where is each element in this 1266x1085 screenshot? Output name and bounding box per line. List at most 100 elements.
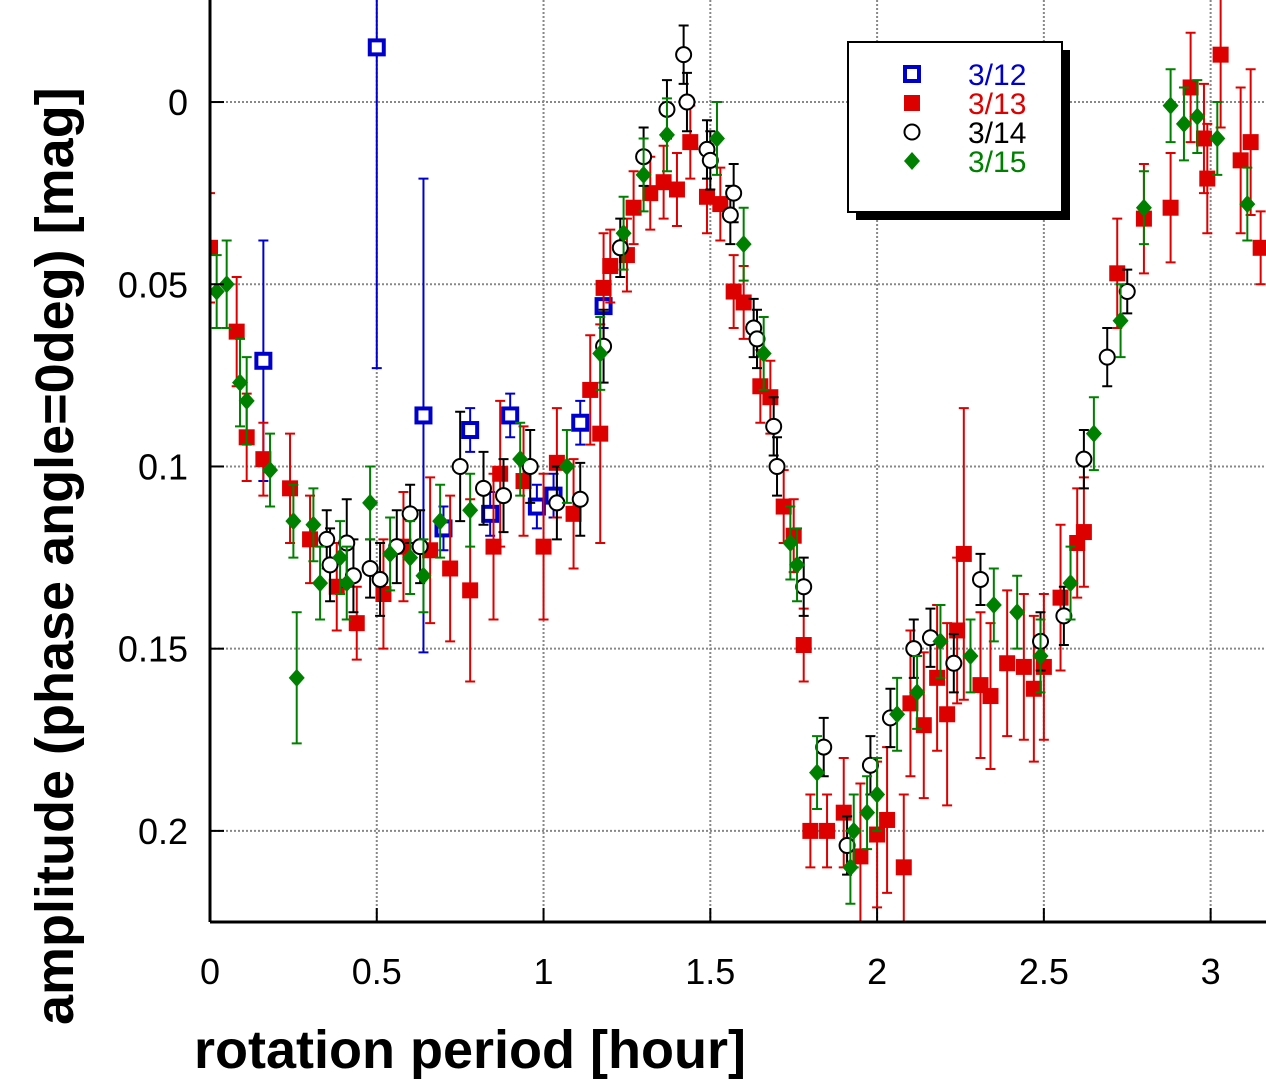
x-tick-label: 3	[1201, 951, 1221, 992]
point	[635, 165, 652, 184]
point	[835, 804, 852, 821]
point	[903, 123, 921, 141]
point	[332, 548, 349, 567]
y-tick-label: 0.15	[118, 629, 188, 670]
point	[1009, 603, 1026, 622]
point	[725, 184, 743, 202]
point	[904, 95, 920, 111]
point	[1015, 658, 1032, 675]
point	[955, 545, 972, 562]
point	[288, 668, 305, 687]
point	[909, 683, 926, 702]
point	[682, 134, 699, 151]
point	[218, 275, 235, 294]
point	[401, 505, 419, 523]
point	[210, 239, 218, 256]
point	[571, 490, 589, 508]
point	[371, 570, 389, 588]
point	[255, 451, 272, 468]
point	[748, 330, 766, 348]
point	[442, 560, 459, 577]
point	[262, 461, 279, 480]
point	[1162, 199, 1179, 216]
point	[795, 637, 812, 654]
point	[492, 465, 509, 482]
point	[861, 756, 879, 774]
point	[879, 811, 896, 828]
point	[809, 763, 826, 782]
y-tick-label: 0.2	[138, 811, 188, 852]
point	[1189, 107, 1206, 126]
point	[1232, 152, 1249, 169]
point	[402, 548, 419, 567]
point	[414, 406, 433, 425]
point	[611, 239, 629, 257]
data-marks	[210, 0, 1266, 922]
point	[1052, 589, 1069, 606]
point	[982, 688, 999, 705]
point	[501, 406, 520, 425]
legend-label: 3/15	[968, 146, 1026, 179]
point	[535, 538, 552, 555]
y-tick-label: 0.05	[118, 264, 188, 305]
point	[932, 632, 949, 651]
point	[698, 188, 715, 205]
point	[1239, 195, 1256, 214]
x-tick-label: 1	[534, 951, 554, 992]
point	[701, 151, 719, 169]
point	[475, 479, 493, 497]
x-tick-label: 2	[867, 951, 887, 992]
point	[285, 512, 302, 531]
point	[1242, 134, 1259, 151]
point	[675, 46, 693, 64]
legend-box	[847, 41, 1063, 213]
point	[411, 538, 429, 556]
point	[254, 351, 273, 370]
point	[592, 425, 609, 442]
point	[1182, 79, 1199, 96]
point	[367, 38, 386, 57]
point	[1075, 524, 1092, 541]
point	[592, 344, 609, 363]
point	[902, 695, 919, 712]
point	[1199, 170, 1216, 187]
point	[889, 705, 906, 724]
point	[238, 391, 255, 410]
point	[1135, 198, 1152, 217]
point	[558, 457, 575, 476]
point	[949, 622, 966, 639]
point	[321, 556, 339, 574]
x-tick-label: 0.5	[352, 951, 402, 992]
point	[712, 196, 729, 213]
point	[845, 821, 862, 840]
x-tick-label: 1.5	[685, 951, 735, 992]
point	[1085, 424, 1102, 443]
point	[361, 560, 379, 578]
point	[481, 504, 500, 523]
point	[615, 224, 632, 243]
point	[462, 582, 479, 599]
x-tick-label: 2.5	[1019, 951, 1069, 992]
point	[815, 738, 833, 756]
point	[521, 457, 539, 475]
point	[842, 858, 859, 877]
point	[904, 152, 920, 170]
point	[571, 413, 590, 432]
axes: 0 0.5 1 1.5 2 2.5 3 0 0.05 0.1 0.15 0.2	[118, 0, 1266, 992]
point	[765, 417, 783, 435]
point	[338, 574, 355, 593]
point	[527, 497, 546, 516]
point	[305, 515, 322, 534]
point	[852, 848, 869, 865]
point	[362, 493, 379, 512]
point	[495, 487, 513, 505]
point	[658, 125, 675, 144]
point	[905, 640, 923, 658]
point	[282, 480, 299, 497]
legend-label: 3/14	[968, 117, 1026, 150]
point	[859, 803, 876, 822]
point	[1209, 129, 1226, 148]
point	[962, 646, 979, 665]
point	[802, 822, 819, 839]
